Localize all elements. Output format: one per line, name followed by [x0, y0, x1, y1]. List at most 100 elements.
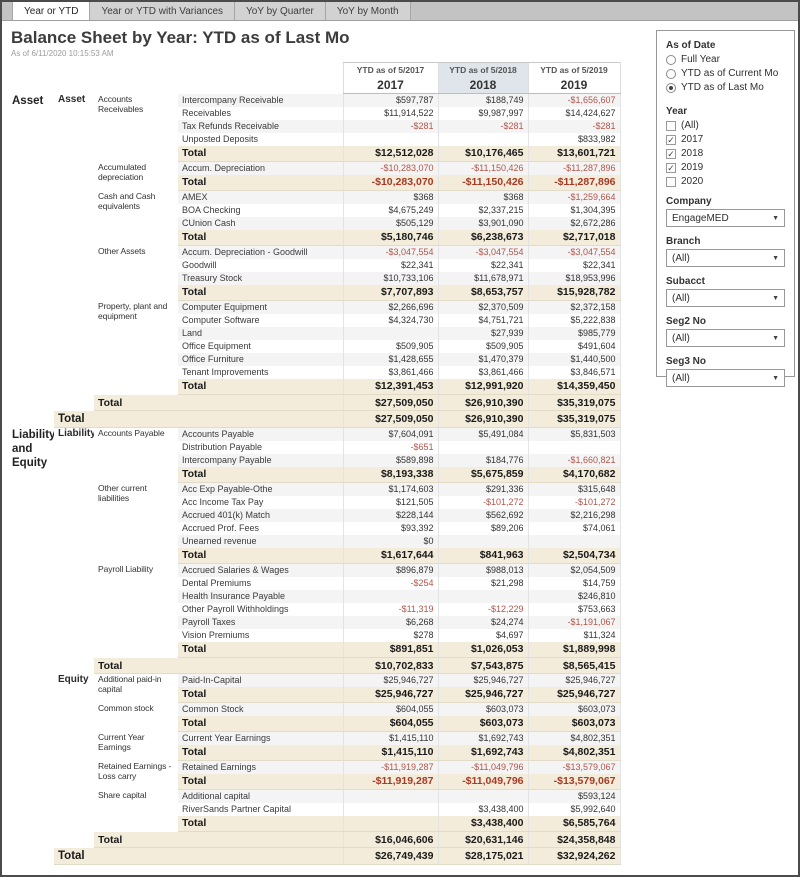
- value-cell[interactable]: [342, 815, 438, 832]
- dropdown-seg2-no[interactable]: (All) ▼: [666, 329, 785, 347]
- value-cell[interactable]: -$1,656,607: [527, 93, 621, 107]
- value-cell[interactable]: $1,440,500: [527, 352, 621, 366]
- value-cell[interactable]: $27,509,050: [342, 394, 438, 411]
- value-cell[interactable]: $12,391,453: [342, 378, 438, 395]
- value-cell[interactable]: $12,991,920: [437, 378, 528, 395]
- value-cell[interactable]: $5,992,640: [527, 802, 621, 816]
- value-cell[interactable]: $26,910,390: [437, 394, 528, 411]
- value-cell[interactable]: $2,370,509: [437, 300, 528, 314]
- value-cell[interactable]: -$1,191,067: [527, 615, 621, 629]
- value-cell[interactable]: $1,617,644: [342, 547, 438, 564]
- radio-ytd-as-of-last-mo[interactable]: YTD as of Last Mo: [666, 82, 785, 93]
- value-cell[interactable]: $562,692: [437, 508, 528, 522]
- account-cell[interactable]: Dental Premiums: [182, 578, 252, 588]
- value-cell[interactable]: $228,144: [342, 508, 438, 522]
- value-cell[interactable]: $9,987,997: [437, 106, 528, 120]
- value-cell[interactable]: $14,759: [527, 576, 621, 590]
- row-group-l3[interactable]: Additional paid-in capital: [98, 674, 162, 695]
- value-cell[interactable]: $4,170,682: [527, 466, 621, 483]
- value-cell[interactable]: $22,341: [342, 258, 438, 272]
- row-group-l3[interactable]: Cash and Cash equivalents: [98, 190, 156, 211]
- column-header-period-2[interactable]: YTD as of 5/2018: [437, 62, 528, 78]
- value-cell[interactable]: $35,319,075: [527, 410, 621, 428]
- value-cell[interactable]: $32,924,262: [527, 847, 621, 865]
- value-cell[interactable]: $603,073: [527, 702, 621, 716]
- row-group-l1[interactable]: Asset: [12, 94, 44, 107]
- value-cell[interactable]: $24,358,848: [527, 831, 621, 848]
- value-cell[interactable]: $24,274: [437, 615, 528, 629]
- value-cell[interactable]: $11,324: [527, 628, 621, 642]
- value-cell[interactable]: $603,073: [437, 702, 528, 716]
- value-cell[interactable]: [437, 440, 528, 454]
- value-cell[interactable]: $13,601,721: [527, 145, 621, 162]
- value-cell[interactable]: $0: [342, 534, 438, 548]
- value-cell[interactable]: $11,914,522: [342, 106, 438, 120]
- account-cell[interactable]: Treasury Stock: [178, 271, 343, 285]
- account-cell[interactable]: Tenant Improvements: [182, 367, 269, 377]
- value-cell[interactable]: [342, 326, 438, 340]
- value-cell[interactable]: $26,749,439: [342, 847, 438, 865]
- value-cell[interactable]: $188,749: [437, 93, 528, 107]
- value-cell[interactable]: [342, 802, 438, 816]
- value-cell[interactable]: $12,512,028: [342, 145, 438, 162]
- total-label[interactable]: Total: [178, 547, 343, 564]
- account-cell[interactable]: Vision Premiums: [182, 630, 250, 640]
- total-label[interactable]: Total: [178, 715, 343, 732]
- value-cell[interactable]: $21,298: [437, 576, 528, 590]
- value-cell[interactable]: -$254: [342, 576, 438, 590]
- account-cell[interactable]: RiverSands Partner Capital: [182, 804, 292, 814]
- checkbox-year-All[interactable]: (All): [666, 120, 785, 131]
- value-cell[interactable]: $246,810: [527, 589, 621, 603]
- value-cell[interactable]: $1,692,743: [437, 744, 528, 761]
- value-cell[interactable]: $10,733,106: [342, 271, 438, 285]
- total-label[interactable]: Total: [178, 744, 343, 761]
- account-cell[interactable]: Receivables: [182, 108, 232, 118]
- value-cell[interactable]: $1,889,998: [527, 641, 621, 658]
- value-cell[interactable]: $604,055: [342, 702, 438, 716]
- value-cell[interactable]: -$11,919,287: [342, 773, 438, 790]
- value-cell[interactable]: -$11,150,426: [437, 174, 528, 191]
- value-cell[interactable]: $10,702,833: [342, 657, 438, 674]
- value-cell[interactable]: $3,846,571: [527, 365, 621, 379]
- value-cell[interactable]: $8,565,415: [527, 657, 621, 674]
- value-cell[interactable]: $3,861,466: [342, 365, 438, 379]
- account-cell[interactable]: Accrued Salaries & Wages: [178, 563, 343, 577]
- value-cell[interactable]: $1,415,110: [342, 744, 438, 761]
- value-cell[interactable]: $14,424,627: [527, 106, 621, 120]
- account-cell[interactable]: Intercompany Payable: [178, 453, 343, 467]
- value-cell[interactable]: $25,946,727: [342, 673, 438, 687]
- value-cell[interactable]: $5,180,746: [342, 229, 438, 246]
- account-cell[interactable]: BOA Checking: [182, 205, 241, 215]
- value-cell[interactable]: $2,504,734: [527, 547, 621, 564]
- account-cell[interactable]: Unposted Deposits: [182, 134, 259, 144]
- value-cell[interactable]: $4,802,351: [527, 731, 621, 745]
- value-cell[interactable]: $604,055: [342, 715, 438, 732]
- subtotal-label[interactable]: Total: [94, 394, 343, 411]
- row-group-l2[interactable]: Equity: [58, 673, 89, 685]
- value-cell[interactable]: $5,831,503: [527, 427, 621, 441]
- value-cell[interactable]: $20,631,146: [437, 831, 528, 848]
- account-cell[interactable]: Computer Software: [182, 315, 260, 325]
- value-cell[interactable]: $22,341: [437, 258, 528, 272]
- account-cell[interactable]: Computer Equipment: [178, 300, 343, 314]
- value-cell[interactable]: $28,175,021: [437, 847, 528, 865]
- account-cell[interactable]: Distribution Payable: [182, 442, 263, 452]
- checkbox-year-2020[interactable]: 2020: [666, 176, 785, 187]
- total-label[interactable]: Total: [178, 229, 343, 246]
- value-cell[interactable]: $16,046,606: [342, 831, 438, 848]
- value-cell[interactable]: $597,787: [342, 93, 438, 107]
- value-cell[interactable]: $1,428,655: [342, 352, 438, 366]
- account-cell[interactable]: Additional capital: [178, 789, 343, 803]
- value-cell[interactable]: $833,982: [527, 132, 621, 146]
- row-group-l3[interactable]: Share capital: [98, 789, 147, 800]
- value-cell[interactable]: $4,675,249: [342, 203, 438, 217]
- value-cell[interactable]: $25,946,727: [527, 686, 621, 703]
- tab-year-or-ytd-with-variances[interactable]: Year or YTD with Variances: [90, 2, 236, 20]
- value-cell[interactable]: $3,438,400: [437, 815, 528, 832]
- value-cell[interactable]: $3,438,400: [437, 802, 528, 816]
- row-group-l2[interactable]: Asset: [58, 93, 86, 105]
- grand-total-label[interactable]: Total: [54, 847, 343, 865]
- value-cell[interactable]: $121,505: [342, 495, 438, 509]
- column-header-year-1[interactable]: 2017: [342, 77, 438, 94]
- value-cell[interactable]: -$3,047,554: [437, 245, 528, 259]
